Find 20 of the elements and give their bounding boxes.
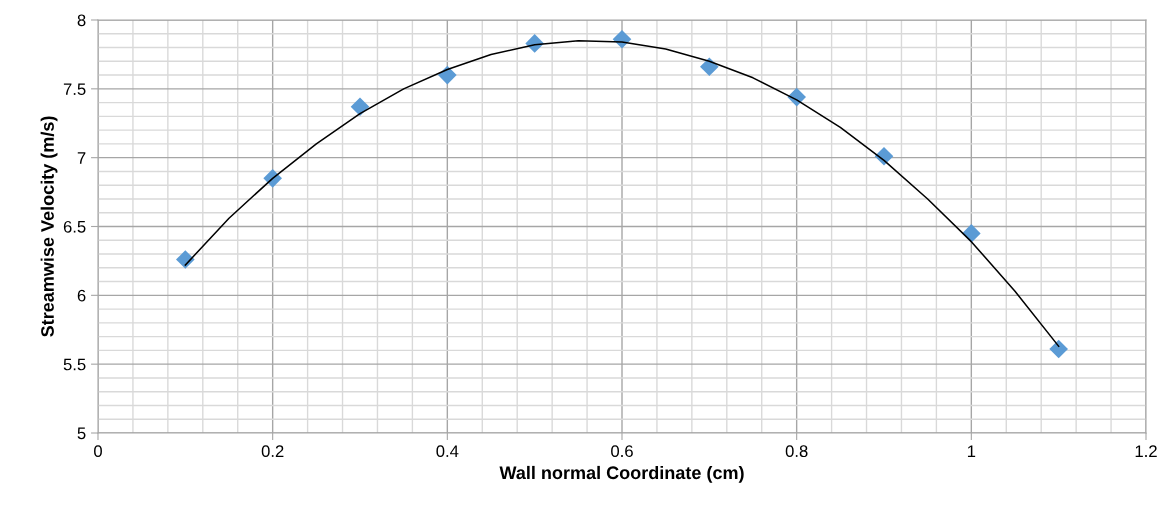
point (176, 250, 195, 269)
point (350, 97, 370, 117)
y-tick-label: 8 (77, 14, 86, 27)
y-tick-label: 6 (77, 289, 86, 302)
y-axis-title: Streamwise Velocity (m/s) (40, 116, 58, 337)
x-tick-label: 0 (94, 445, 102, 458)
x-tick-label: 1.2 (1135, 445, 1157, 457)
y-tick-label: 6.5 (63, 220, 86, 233)
x-axis-title: Wall normal Coordinate (cm) (499, 465, 744, 483)
y-tick-label: 7 (77, 152, 86, 164)
x-tick-label: 0.4 (436, 445, 459, 458)
x-tick-label: 0.2 (261, 445, 284, 458)
y-tick-label: 7.5 (63, 83, 86, 96)
point (700, 57, 719, 77)
x-tick-label: 0.8 (785, 445, 808, 458)
point (438, 65, 457, 85)
y-tick-label: 5 (77, 427, 86, 440)
y-tick-label: 5.5 (63, 358, 86, 371)
x-tick-label: 0.6 (611, 445, 633, 458)
x-tick-label: 1 (967, 445, 976, 457)
